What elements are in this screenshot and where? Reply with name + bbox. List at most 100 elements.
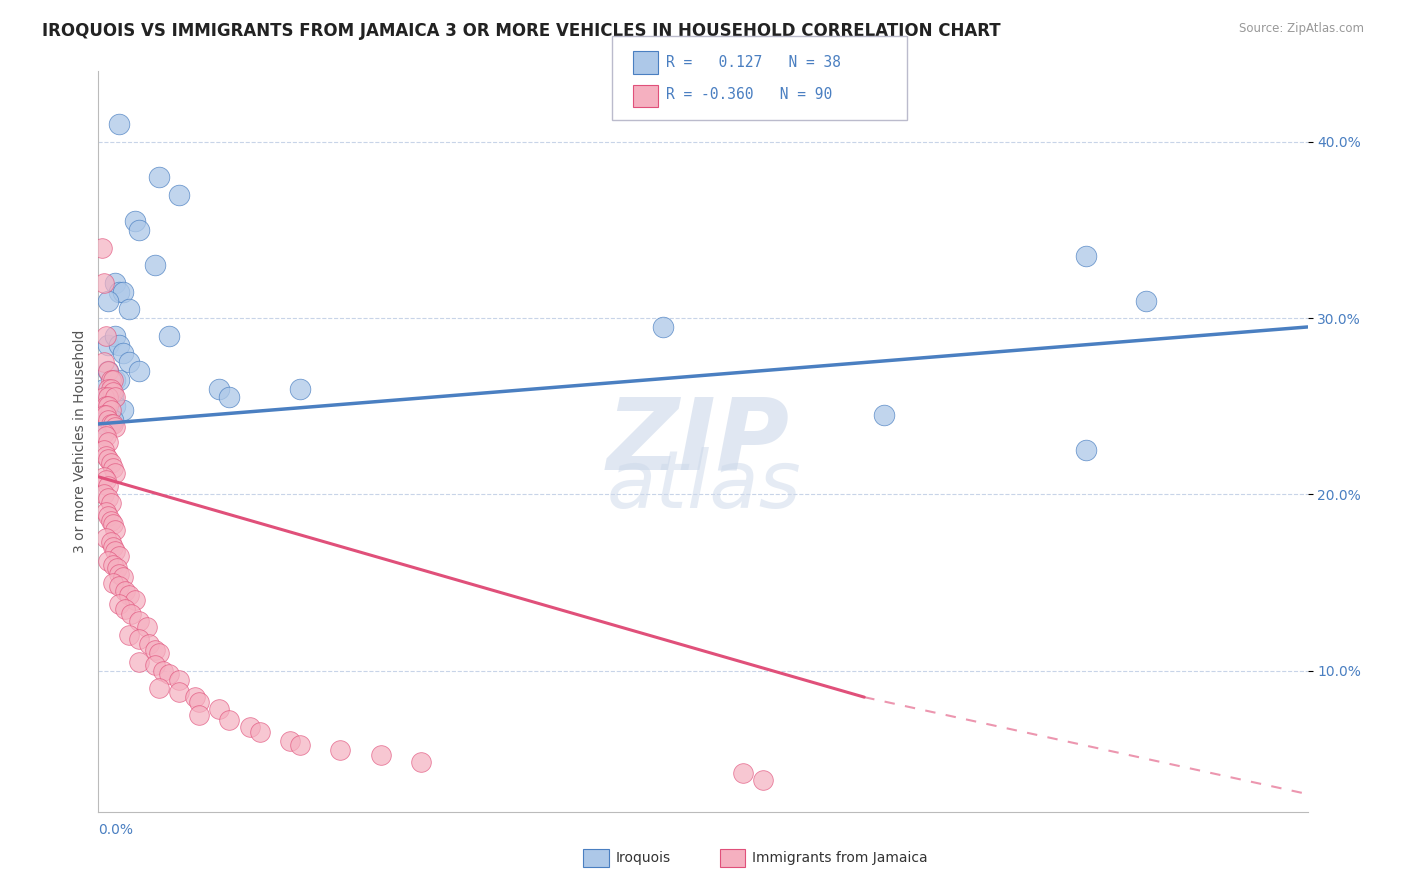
Point — [184, 690, 207, 705]
Point — [100, 385, 122, 400]
Point — [124, 214, 146, 228]
Point — [167, 685, 190, 699]
Point — [103, 399, 125, 413]
Point — [105, 561, 128, 575]
Point — [103, 373, 125, 387]
Point — [97, 413, 120, 427]
Point — [96, 505, 118, 519]
Point — [111, 346, 134, 360]
Point — [97, 382, 120, 396]
Point — [101, 541, 124, 555]
Point — [111, 570, 134, 584]
Point — [93, 487, 115, 501]
Point — [1074, 249, 1097, 264]
Point — [93, 355, 115, 369]
Point — [167, 673, 190, 687]
Point — [114, 602, 136, 616]
Point — [157, 328, 180, 343]
Point — [97, 478, 120, 492]
Point — [107, 117, 129, 131]
Point — [873, 408, 896, 422]
Point — [143, 658, 166, 673]
Point — [100, 456, 122, 470]
Point — [103, 328, 125, 343]
Point — [188, 695, 211, 709]
Point — [103, 391, 125, 405]
Point — [128, 223, 150, 237]
Point — [103, 523, 125, 537]
Point — [148, 170, 170, 185]
Point — [118, 302, 141, 317]
Point — [93, 382, 115, 396]
Point — [103, 276, 125, 290]
Point — [101, 373, 124, 387]
Text: R =   0.127   N = 38: R = 0.127 N = 38 — [666, 55, 841, 70]
Point — [103, 544, 125, 558]
Point — [118, 628, 141, 642]
Point — [118, 355, 141, 369]
Point — [100, 535, 122, 549]
Point — [148, 646, 170, 660]
Point — [152, 664, 174, 678]
Point — [157, 667, 180, 681]
Point — [111, 285, 134, 299]
Point — [120, 607, 142, 622]
Point — [101, 385, 124, 400]
Point — [100, 373, 122, 387]
Point — [97, 293, 120, 308]
Point — [97, 364, 120, 378]
Point — [101, 575, 124, 590]
Point — [208, 702, 231, 716]
Point — [370, 748, 392, 763]
Point — [97, 391, 120, 405]
Point — [100, 514, 122, 528]
Point — [96, 429, 118, 443]
Point — [188, 707, 211, 722]
Point — [218, 713, 240, 727]
Text: ZIP: ZIP — [606, 393, 789, 490]
Point — [111, 402, 134, 417]
Point — [93, 276, 115, 290]
Point — [101, 517, 124, 532]
Point — [100, 496, 122, 510]
Text: 0.0%: 0.0% — [98, 823, 134, 837]
Point — [1074, 443, 1097, 458]
Point — [249, 725, 271, 739]
Point — [107, 285, 129, 299]
Point — [101, 391, 124, 405]
Point — [107, 579, 129, 593]
Point — [97, 434, 120, 449]
Text: Iroquois: Iroquois — [616, 851, 671, 865]
Point — [97, 452, 120, 467]
Point — [97, 408, 120, 422]
Point — [97, 399, 120, 413]
Point — [288, 382, 311, 396]
Point — [107, 549, 129, 563]
Point — [96, 532, 118, 546]
Point — [138, 637, 160, 651]
Point — [93, 408, 115, 422]
Text: R = -0.360   N = 90: R = -0.360 N = 90 — [666, 87, 832, 103]
Point — [167, 187, 190, 202]
Point — [96, 408, 118, 422]
Point — [97, 364, 120, 378]
Point — [114, 584, 136, 599]
Point — [107, 337, 129, 351]
Point — [128, 364, 150, 378]
Point — [143, 258, 166, 272]
Text: Immigrants from Jamaica: Immigrants from Jamaica — [752, 851, 928, 865]
Point — [96, 328, 118, 343]
Point — [103, 467, 125, 481]
Point — [135, 619, 157, 633]
Point — [97, 508, 120, 523]
Point — [107, 597, 129, 611]
Point — [208, 382, 231, 396]
Point — [124, 593, 146, 607]
Point — [288, 738, 311, 752]
Point — [1135, 293, 1157, 308]
Point — [93, 417, 115, 431]
Y-axis label: 3 or more Vehicles in Household: 3 or more Vehicles in Household — [73, 330, 87, 553]
Point — [93, 470, 115, 484]
Point — [100, 382, 122, 396]
Point — [96, 399, 118, 413]
